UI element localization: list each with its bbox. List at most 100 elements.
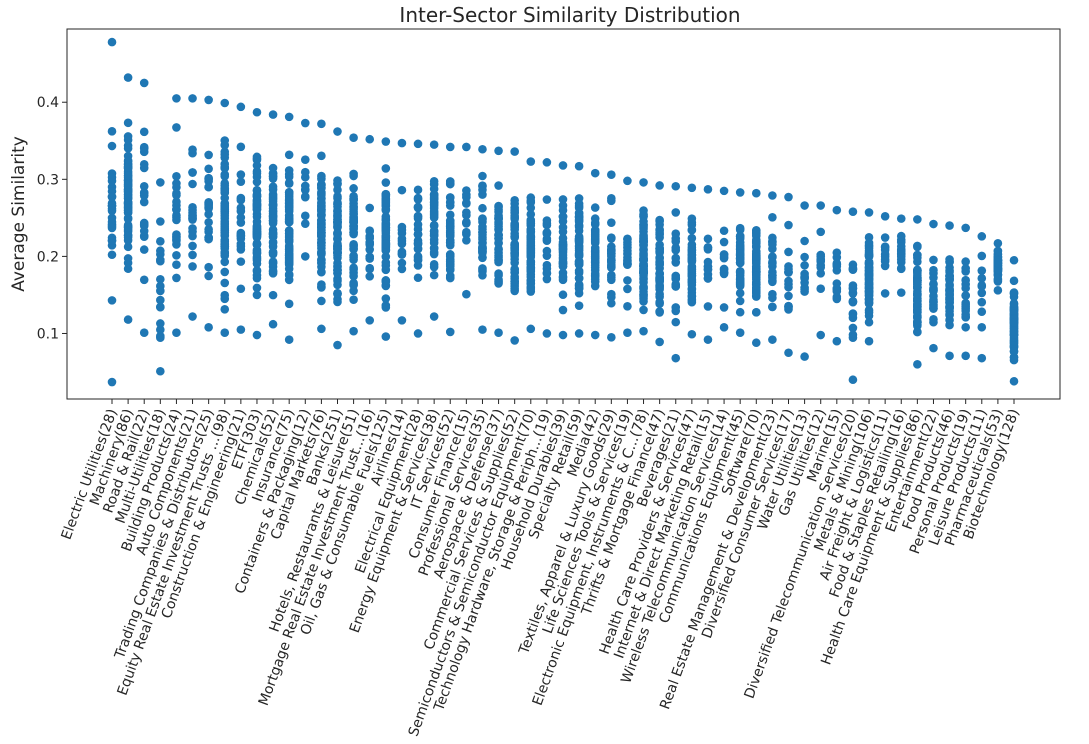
data-point <box>429 238 439 248</box>
data-point <box>574 284 584 293</box>
data-point <box>413 239 423 249</box>
data-point <box>607 218 616 227</box>
data-point <box>655 280 664 290</box>
data-point <box>107 250 117 260</box>
data-point <box>139 191 149 200</box>
data-point <box>751 237 761 247</box>
data-point <box>719 237 729 247</box>
data-point <box>494 271 503 280</box>
data-point <box>268 266 278 276</box>
data-point <box>268 171 278 181</box>
x-axis: Electric Utilities(28)Machinery(86)Road … <box>59 399 1023 739</box>
data-point <box>494 202 503 212</box>
data-point <box>284 210 294 220</box>
data-point <box>510 205 519 215</box>
data-point <box>156 286 165 296</box>
data-point <box>1009 298 1019 308</box>
data-point <box>172 179 181 188</box>
data-point <box>156 237 165 246</box>
data-point <box>462 236 471 245</box>
data-point <box>220 98 230 108</box>
data-point <box>542 329 552 338</box>
data-point <box>848 207 858 216</box>
y-tick-label: 0.2 <box>37 249 59 265</box>
data-points <box>107 37 1019 387</box>
data-point <box>284 166 294 175</box>
data-point <box>945 221 954 230</box>
data-point <box>526 238 536 247</box>
data-point <box>607 234 616 243</box>
data-point <box>139 181 149 191</box>
data-point <box>349 251 358 261</box>
data-point <box>526 257 536 266</box>
data-point <box>816 330 826 340</box>
data-point <box>751 229 761 238</box>
data-point <box>413 202 423 212</box>
data-point <box>236 206 246 216</box>
data-point <box>848 296 858 306</box>
data-point <box>252 249 262 258</box>
data-point <box>123 187 133 197</box>
data-point <box>703 243 713 253</box>
data-point <box>510 272 519 282</box>
data-point <box>864 250 874 259</box>
data-point <box>268 185 278 194</box>
data-point <box>268 110 278 119</box>
data-point <box>784 220 793 230</box>
data-point <box>929 279 938 289</box>
data-point <box>832 259 842 269</box>
data-point <box>510 199 519 209</box>
data-point <box>156 302 165 312</box>
data-point <box>655 247 664 256</box>
data-point <box>961 264 970 273</box>
data-point <box>768 277 777 287</box>
data-point <box>172 123 181 132</box>
data-point <box>832 336 842 346</box>
data-point <box>204 174 213 184</box>
data-point <box>188 250 197 260</box>
data-point <box>268 247 278 257</box>
data-point <box>123 236 133 245</box>
data-point <box>188 211 197 220</box>
data-point <box>913 300 922 310</box>
data-point <box>429 221 439 231</box>
data-point <box>236 213 246 222</box>
data-point <box>639 305 648 315</box>
data-point <box>397 222 407 232</box>
chart-title: Inter-Sector Similarity Distribution <box>399 3 740 27</box>
data-point <box>268 163 278 173</box>
data-point <box>220 328 230 338</box>
data-point <box>558 212 568 222</box>
data-point <box>462 186 471 195</box>
data-point <box>220 219 230 228</box>
data-point <box>188 312 197 321</box>
data-point <box>445 273 455 283</box>
data-point <box>252 240 262 249</box>
data-point <box>284 179 294 188</box>
data-point <box>993 274 1003 284</box>
data-point <box>300 252 310 261</box>
data-point <box>139 245 149 254</box>
data-point <box>687 233 697 243</box>
data-point <box>172 215 181 225</box>
data-point <box>172 273 181 283</box>
data-point <box>655 273 664 282</box>
data-point <box>590 251 600 261</box>
data-point <box>284 335 294 344</box>
data-point <box>494 328 503 338</box>
data-point <box>365 272 375 281</box>
data-point <box>156 325 165 335</box>
data-point <box>687 240 697 249</box>
data-point <box>333 178 342 188</box>
data-point <box>494 234 503 243</box>
data-point <box>735 241 745 250</box>
data-point <box>284 235 294 245</box>
data-point <box>929 343 938 353</box>
data-point <box>574 273 584 283</box>
data-point <box>639 256 648 265</box>
data-point <box>365 263 375 273</box>
data-point <box>252 154 262 163</box>
data-point <box>284 241 294 251</box>
data-point <box>961 275 970 285</box>
data-point <box>558 205 568 215</box>
